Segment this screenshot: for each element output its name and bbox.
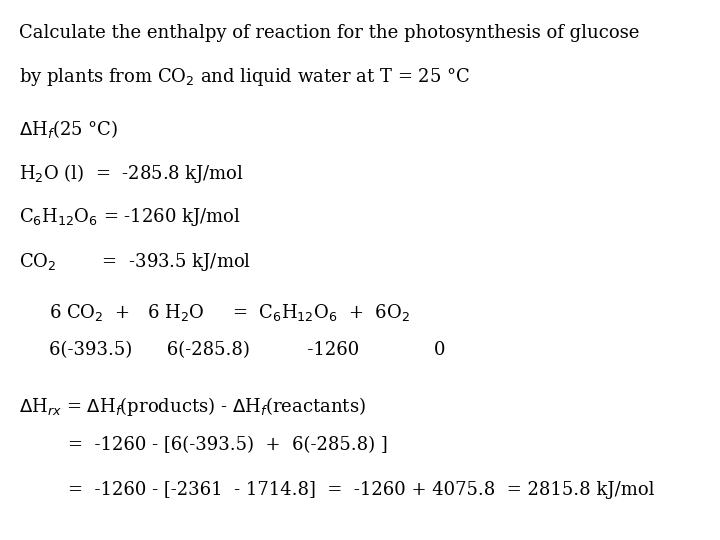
Text: $\Delta$H$_{rx}$ = $\Delta$H$_f$(products) - $\Delta$H$_f$(reactants): $\Delta$H$_{rx}$ = $\Delta$H$_f$(product… <box>19 395 366 418</box>
Text: CO$_2$        =  -393.5 kJ/mol: CO$_2$ = -393.5 kJ/mol <box>19 251 252 273</box>
Text: C$_6$H$_{12}$O$_6$ = -1260 kJ/mol: C$_6$H$_{12}$O$_6$ = -1260 kJ/mol <box>19 206 241 228</box>
Text: =  -1260 - [6(-393.5)  +  6(-285.8) ]: = -1260 - [6(-393.5) + 6(-285.8) ] <box>68 436 388 454</box>
Text: =  -1260 - [-2361  - 1714.8]  =  -1260 + 4075.8  = 2815.8 kJ/mol: = -1260 - [-2361 - 1714.8] = -1260 + 407… <box>68 481 655 498</box>
Text: 6(-393.5)      6(-285.8)          -1260             0: 6(-393.5) 6(-285.8) -1260 0 <box>49 341 446 359</box>
Text: 6 CO$_2$  +   6 H$_2$O     =  C$_6$H$_{12}$O$_6$  +  6O$_2$: 6 CO$_2$ + 6 H$_2$O = C$_6$H$_{12}$O$_6$… <box>49 302 410 323</box>
Text: Calculate the enthalpy of reaction for the photosynthesis of glucose: Calculate the enthalpy of reaction for t… <box>19 24 640 42</box>
Text: $\Delta$H$_f$(25 °C): $\Delta$H$_f$(25 °C) <box>19 118 119 140</box>
Text: by plants from CO$_2$ and liquid water at T = 25 °C: by plants from CO$_2$ and liquid water a… <box>19 66 471 88</box>
Text: H$_2$O (l)  =  -285.8 kJ/mol: H$_2$O (l) = -285.8 kJ/mol <box>19 162 244 185</box>
